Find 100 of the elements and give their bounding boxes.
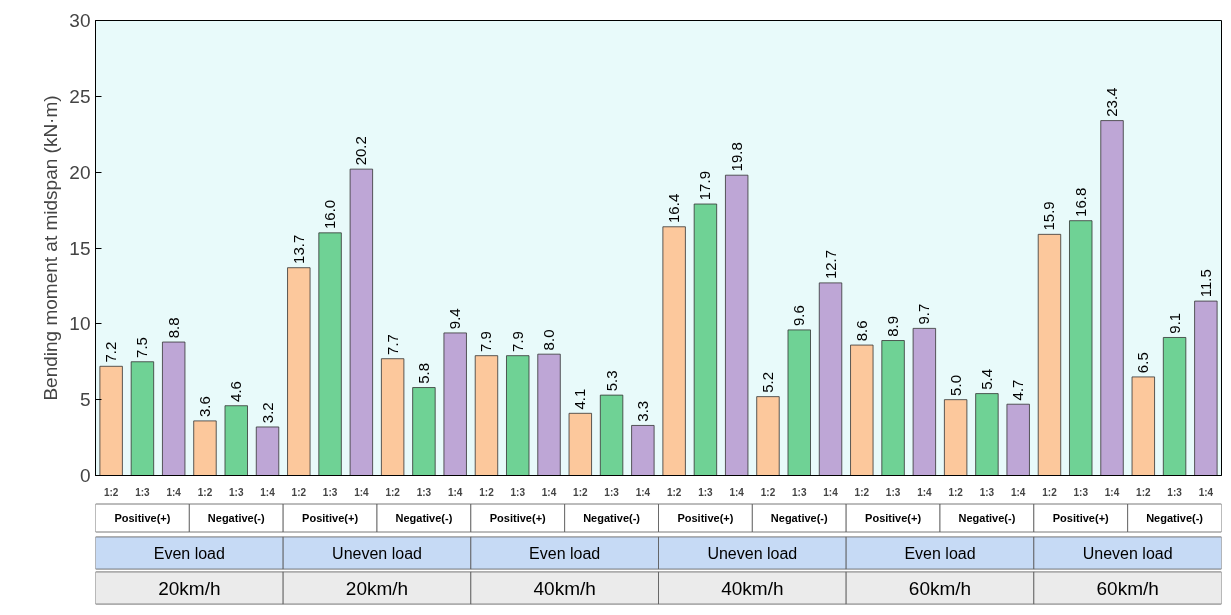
bar (99, 365, 123, 476)
text: Uneven load (332, 544, 422, 562)
data-label: 17.9 (696, 171, 714, 201)
text: Negative(-) (770, 512, 829, 524)
data-label: 7.2 (102, 341, 120, 363)
bar (474, 355, 499, 476)
x-tick-label: 1:3 (229, 486, 244, 498)
text: Even load (153, 544, 225, 562)
data-label: 5.8 (414, 362, 432, 384)
x-tick-label: 1:2 (1042, 486, 1058, 498)
text: Negative(-) (1146, 512, 1204, 524)
x-tick-label: 1:4 (354, 486, 370, 498)
data-label: 9.4 (446, 308, 464, 330)
data-label: 16.8 (1071, 187, 1089, 217)
data-label: 5.2 (758, 371, 776, 393)
x-tick-label: 1:3 (792, 486, 807, 498)
x-tick-label: 1:4 (166, 486, 182, 498)
text: Negative(-) (207, 512, 266, 524)
data-label: 3.2 (258, 402, 276, 424)
text: Even load (904, 544, 976, 562)
x-tick-label: 1:4 (1104, 486, 1120, 498)
bar (380, 358, 405, 476)
data-label: 11.5 (1196, 269, 1214, 298)
bar (1069, 220, 1093, 476)
text: Positive(+) (1052, 512, 1110, 524)
data-label: 19.8 (727, 142, 745, 172)
x-tick-label: 1:2 (1136, 486, 1151, 498)
x-tick-label: 1:4 (635, 486, 651, 498)
bar (506, 355, 530, 476)
bar (1131, 376, 1155, 476)
y-tick-label: 5 (79, 389, 91, 411)
bar (1006, 403, 1030, 476)
x-tick-label: 1:4 (729, 486, 745, 498)
x-tick-label: 1:3 (698, 486, 714, 498)
data-label: 9.7 (915, 303, 933, 325)
bar (412, 387, 436, 476)
bar (224, 405, 248, 476)
x-tick-label: 1:2 (479, 486, 495, 498)
text: Positive(+) (302, 512, 359, 524)
bar (130, 361, 155, 476)
data-label: 5.4 (977, 368, 995, 390)
y-tick-label: 25 (69, 85, 91, 107)
text: 20km/h (158, 577, 221, 599)
x-tick-label: 1:2 (854, 486, 870, 498)
data-label: 7.7 (383, 334, 401, 355)
bar (443, 332, 467, 476)
x-tick-label: 1:2 (291, 486, 307, 498)
text: 20km/h (345, 577, 409, 599)
x-tick-label: 1:3 (885, 486, 901, 498)
x-tick-label: 1:3 (979, 486, 995, 498)
bar (693, 203, 718, 476)
text: Even load (529, 544, 601, 562)
bar (787, 329, 811, 476)
bar (943, 399, 968, 476)
data-label: 4.7 (1009, 379, 1027, 401)
data-label: 7.9 (477, 331, 495, 352)
data-label: 4.1 (571, 388, 589, 410)
bar (318, 232, 342, 476)
text: 40km/h (533, 577, 596, 599)
bar (193, 420, 217, 476)
data-label: 8.8 (164, 317, 182, 339)
bar (1162, 337, 1187, 476)
x-tick-label: 1:4 (447, 486, 463, 498)
x-tick-label: 1:2 (948, 486, 964, 498)
bar (975, 393, 999, 476)
x-tick-label: 1:3 (510, 486, 526, 498)
data-label: 23.4 (1103, 87, 1121, 117)
x-tick-label: 1:4 (917, 486, 933, 498)
x-tick-label: 1:3 (322, 486, 338, 498)
x-tick-label: 1:3 (1167, 486, 1183, 498)
bar (725, 174, 749, 476)
data-label: 8.9 (884, 315, 902, 337)
data-label: 13.7 (289, 234, 307, 264)
bar (631, 425, 655, 476)
data-label: 6.5 (1134, 352, 1152, 374)
data-label: 8.0 (540, 329, 558, 351)
bar (818, 282, 843, 476)
x-tick-label: 1:3 (135, 486, 151, 498)
data-label: 8.6 (852, 320, 870, 342)
x-tick-label: 1:3 (416, 486, 432, 498)
data-label: 7.5 (133, 337, 151, 358)
y-tick-label: 0 (79, 465, 91, 486)
text: Uneven load (1082, 544, 1173, 562)
text: Uneven load (707, 544, 798, 562)
bar (162, 341, 186, 476)
x-tick-label: 1:4 (823, 486, 839, 498)
bar (1037, 233, 1062, 476)
y-axis-title: Bending moment at midspan (kN·m) (40, 95, 62, 401)
x-tick-label: 1:2 (573, 486, 588, 498)
bar (255, 426, 280, 476)
data-label: 4.6 (227, 381, 245, 402)
x-tick-label: 1:2 (385, 486, 401, 498)
y-tick-label: 10 (69, 313, 91, 335)
bar (1100, 120, 1124, 476)
x-tick-label: 1:2 (666, 486, 682, 498)
text: Positive(+) (114, 512, 171, 524)
x-tick-label: 1:4 (1198, 486, 1214, 498)
data-label: 20.2 (352, 136, 370, 166)
bar (599, 394, 624, 476)
bar (881, 340, 905, 476)
